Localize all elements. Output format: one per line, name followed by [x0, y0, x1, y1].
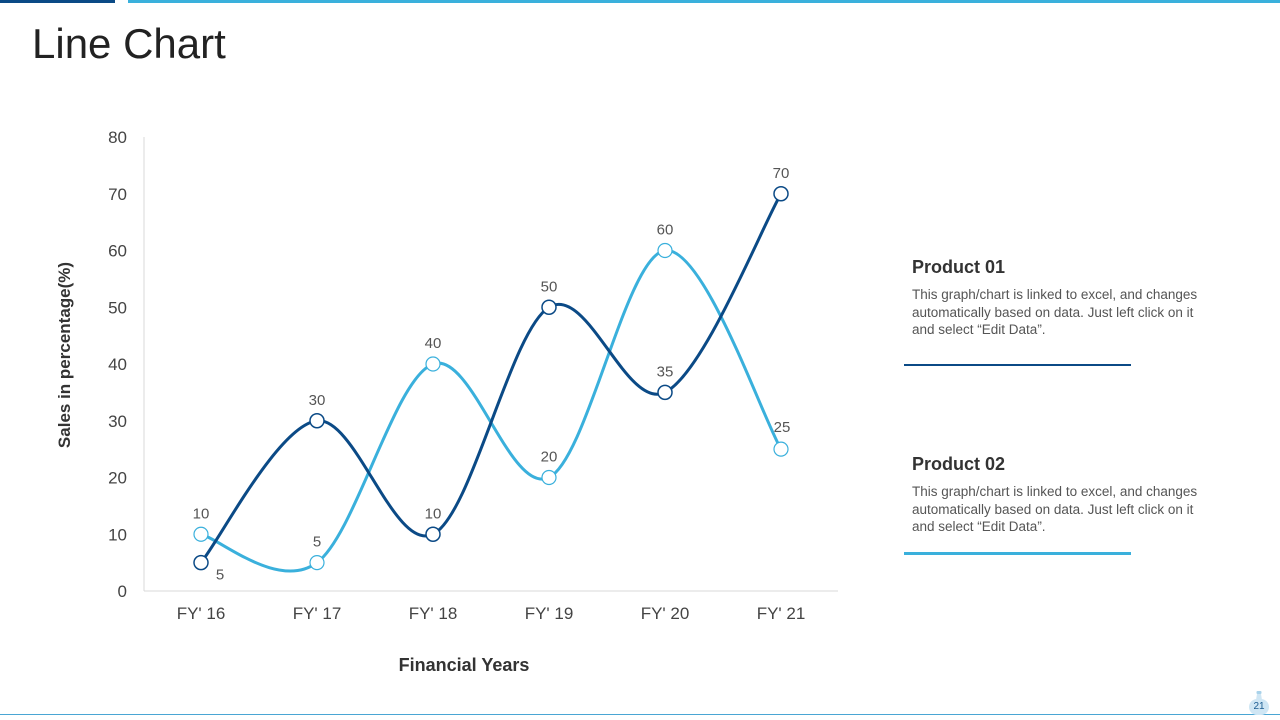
- series-line-product-01: [199, 192, 783, 565]
- x-tick-label: FY' 17: [293, 604, 342, 623]
- y-tick-label: 20: [108, 469, 127, 488]
- y-axis-ticks: 0 10 20 30 40 50 60 70 80: [108, 128, 127, 601]
- data-label: 20: [541, 449, 558, 466]
- series-line-product-02: [199, 248, 783, 573]
- x-tick-label: FY' 20: [641, 604, 690, 623]
- data-point-product-01[interactable]: [193, 554, 209, 571]
- data-label: 35: [657, 363, 674, 380]
- data-label: 5: [216, 567, 224, 584]
- page-number-knob-icon: [1256, 691, 1262, 700]
- legend-product-02: Product 02 This graph/chart is linked to…: [912, 454, 1202, 536]
- series-lines: [199, 192, 783, 573]
- data-label: 10: [193, 505, 210, 522]
- data-label: 5: [313, 534, 321, 551]
- data-point-product-01[interactable]: [309, 413, 325, 429]
- data-point-product-02[interactable]: [425, 356, 441, 372]
- x-tick-label: FY' 19: [525, 604, 574, 623]
- bottom-rule: [0, 714, 1280, 715]
- chart-axes: [143, 137, 838, 592]
- data-point-product-01[interactable]: [425, 526, 441, 542]
- y-tick-label: 30: [108, 412, 127, 431]
- data-point-product-01[interactable]: [773, 186, 789, 202]
- y-tick-label: 50: [108, 298, 127, 317]
- slide-title: Line Chart: [32, 20, 226, 67]
- legend-product-01: Product 01 This graph/chart is linked to…: [912, 257, 1202, 339]
- y-tick-label: 60: [108, 242, 127, 261]
- x-tick-label: FY' 18: [409, 604, 458, 623]
- x-axis-label: Financial Years: [399, 655, 530, 675]
- data-point-product-02[interactable]: [773, 441, 789, 457]
- legend-product-01-title: Product 01: [912, 257, 1006, 277]
- x-tick-label: FY' 21: [757, 604, 806, 623]
- data-point-product-02[interactable]: [541, 469, 557, 486]
- data-point-product-02[interactable]: [309, 555, 325, 571]
- data-point-product-01[interactable]: [541, 299, 557, 315]
- data-label: 10: [425, 505, 442, 522]
- legend-product-01-description: This graph/chart is linked to excel, and…: [912, 287, 1198, 337]
- legend-product-02-title: Product 02: [912, 454, 1006, 474]
- legend-product-02-rule: [904, 552, 1131, 555]
- data-label: 70: [773, 165, 790, 182]
- data-label: 50: [541, 278, 558, 295]
- data-point-product-02[interactable]: [193, 526, 209, 542]
- top-accent-bar-dark: [0, 0, 115, 3]
- x-axis-ticks: FY' 16 FY' 17 FY' 18 FY' 19 FY' 20 FY' 21: [177, 604, 806, 623]
- page-number: 21: [1249, 699, 1269, 715]
- top-accent-bar-light: [128, 0, 1280, 3]
- y-tick-label: 0: [118, 582, 127, 601]
- data-label: 25: [774, 419, 791, 436]
- series-points: [193, 186, 789, 571]
- y-tick-label: 40: [108, 355, 127, 374]
- y-tick-label: 80: [108, 128, 127, 147]
- legend-product-01-rule: [904, 364, 1131, 366]
- y-tick-label: 10: [108, 525, 127, 544]
- data-label: 60: [657, 222, 674, 239]
- x-tick-label: FY' 16: [177, 604, 226, 623]
- legend-product-02-description: This graph/chart is linked to excel, and…: [912, 484, 1198, 534]
- data-point-product-01[interactable]: [657, 384, 673, 401]
- y-axis-label: Sales in percentage(%): [55, 262, 74, 448]
- data-label: 30: [309, 392, 326, 409]
- data-point-product-02[interactable]: [657, 242, 673, 259]
- data-label: 40: [425, 335, 442, 352]
- y-tick-label: 70: [108, 185, 127, 204]
